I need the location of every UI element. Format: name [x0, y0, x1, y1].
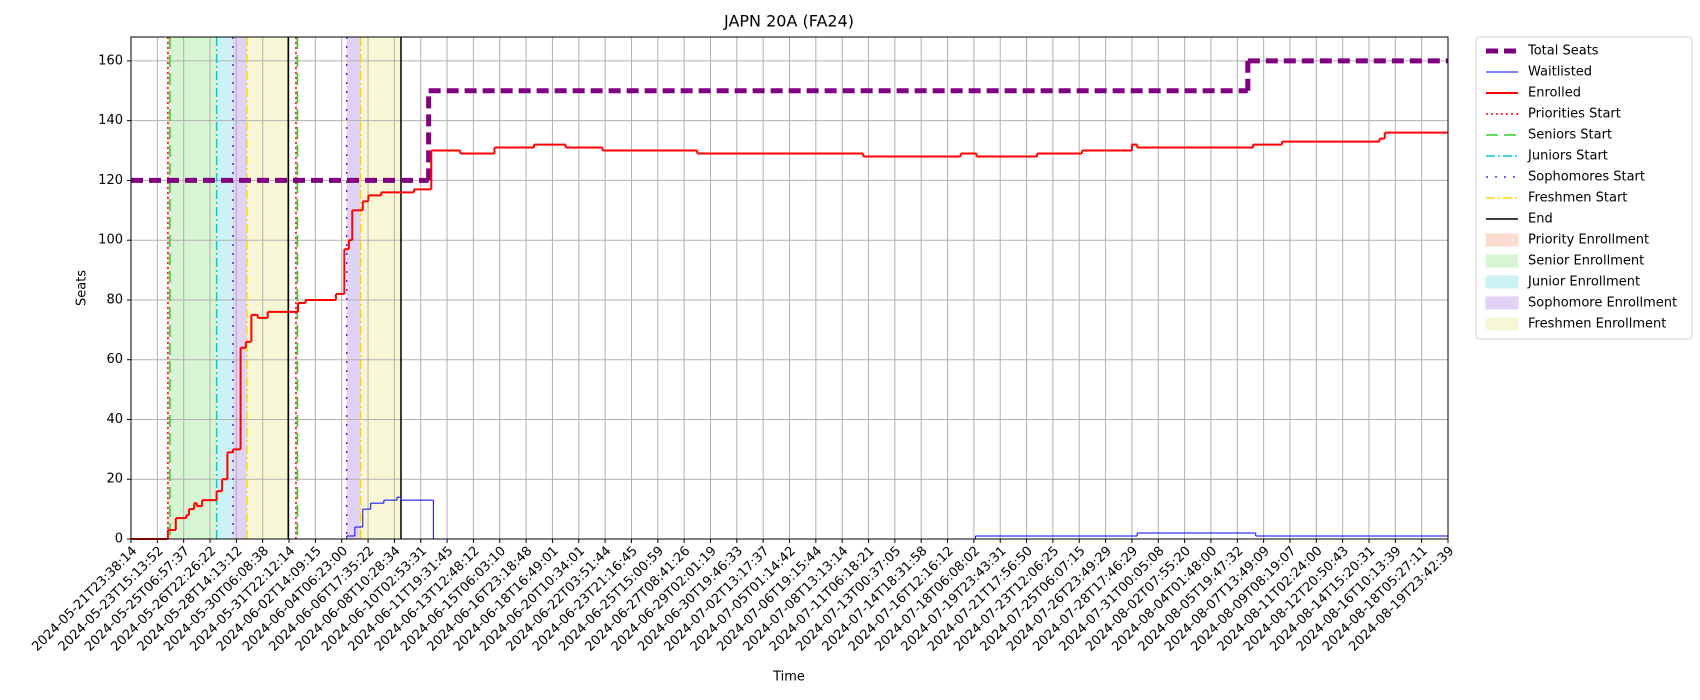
legend-label: Total Seats	[1527, 44, 1599, 59]
legend-label: Sophomore Enrollment	[1528, 296, 1677, 311]
enrollment-span	[216, 37, 233, 539]
legend-label: Juniors Start	[1527, 149, 1608, 164]
x-axis-label: Time	[772, 670, 805, 685]
y-axis-label: Seats	[75, 270, 90, 306]
enrollment-span	[167, 37, 170, 539]
y-tick-label: 160	[98, 53, 123, 68]
series	[131, 58, 1448, 183]
chart-title: JAPN 20A (FA24)	[723, 12, 854, 31]
legend-label: Seniors Start	[1528, 128, 1612, 143]
legend-label: Priorities Start	[1528, 107, 1621, 122]
y-tick-label: 100	[98, 233, 123, 248]
y-tick-label: 140	[98, 113, 123, 128]
legend-label: End	[1528, 212, 1553, 227]
enrollment-span	[246, 37, 289, 539]
legend-swatch	[1485, 254, 1519, 268]
legend-label: Enrolled	[1528, 86, 1581, 101]
y-tick-label: 80	[106, 292, 123, 307]
enrollment-span	[295, 37, 298, 539]
legend-label: Freshmen Enrollment	[1528, 317, 1666, 332]
y-tick-label: 40	[106, 412, 123, 427]
legend-box	[1475, 36, 1693, 340]
enrollment-span	[360, 37, 401, 539]
legend-swatch	[1485, 275, 1519, 289]
enrollment-span	[346, 37, 361, 539]
legend-label: Freshmen Start	[1528, 191, 1627, 206]
legend-label: Sophomores Start	[1528, 170, 1645, 185]
y-tick-label: 60	[106, 352, 123, 367]
legend-label: Junior Enrollment	[1527, 275, 1640, 290]
legend-label: Senior Enrollment	[1528, 254, 1644, 269]
enrollment-span	[232, 37, 247, 539]
plot-frame	[130, 36, 1449, 540]
legend-swatch	[1485, 296, 1519, 310]
legend-label: Priority Enrollment	[1528, 233, 1649, 248]
series	[131, 131, 1448, 540]
y-tick-label: 20	[106, 472, 123, 487]
legend-swatch	[1485, 317, 1519, 331]
legend-swatch	[1485, 233, 1519, 247]
y-tick-label: 0	[115, 532, 123, 547]
legend-label: Waitlisted	[1528, 65, 1592, 80]
y-tick-label: 120	[98, 173, 123, 188]
